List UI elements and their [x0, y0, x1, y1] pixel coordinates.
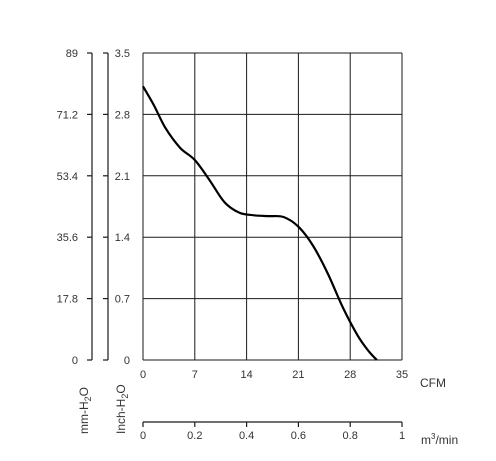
plot-series	[142, 85, 378, 361]
y-axis-inch-label: Inch-H2O	[114, 384, 130, 434]
x-axis-m3min-tick-label: 1	[399, 430, 405, 442]
x-axis-cfm-tick-label: 14	[240, 369, 252, 381]
y-axis-mm-tick-label: 53.4	[57, 171, 78, 183]
x-axis-cfm-ticks: 0 7 14 21 28 35	[140, 369, 408, 381]
x-axis-cfm-tick-label: 21	[292, 369, 304, 381]
x-axis-cfm-tick-label: 28	[344, 369, 356, 381]
x-axis-m3min-tick-label: 0.2	[187, 430, 202, 442]
y-axis-inch-tick-label: 1.4	[115, 232, 130, 244]
x-axis-cfm-tick-label: 35	[396, 369, 408, 381]
y-axis-mm-tick-label: 71.2	[57, 109, 78, 121]
x-axis-m3min-unit: m3/min	[421, 432, 458, 447]
y-axis-mm-tick-label: 17.8	[57, 294, 78, 306]
x-axis-m3min-ticks: 0 0.2 0.4 0.6 0.8 1	[140, 421, 405, 442]
y-axis-inch-tick-label: 2.8	[115, 109, 130, 121]
x-axis-m3min-tick-label: 0.4	[239, 430, 254, 442]
x-axis-cfm-unit: CFM	[420, 376, 446, 390]
performance-curve	[142, 85, 378, 361]
x-axis-cfm-tick-label: 0	[140, 369, 146, 381]
x-axis-m3min-tick-label: 0.8	[343, 430, 358, 442]
x-axis-m3min-tick-label: 0.6	[291, 430, 306, 442]
y-axis-inch-ticks: 0 0.7 1.4 2.1 2.8 3.5	[115, 48, 130, 367]
chart-grid	[87, 52, 403, 361]
y-axis-inch-tick-label: 0	[124, 355, 130, 367]
y-axis-mm-tick-label: 0	[72, 355, 78, 367]
x-axis-cfm-tick-label: 7	[192, 369, 198, 381]
y-axis-mm-tick-label: 35.6	[57, 232, 78, 244]
y-axis-mm-tick-label: 89	[66, 48, 78, 60]
y-axis-mm-label: mm-H2O	[77, 387, 93, 434]
x-axis-m3min-tick-label: 0	[140, 430, 146, 442]
y-axis-inch-tick-label: 2.1	[115, 171, 130, 183]
y-axis-inch-tick-label: 3.5	[115, 48, 130, 60]
y-axis-mm-ticks: 0 17.8 35.6 53.4 71.2 89	[57, 48, 78, 367]
y-axis-inch-tick-label: 0.7	[115, 294, 130, 306]
